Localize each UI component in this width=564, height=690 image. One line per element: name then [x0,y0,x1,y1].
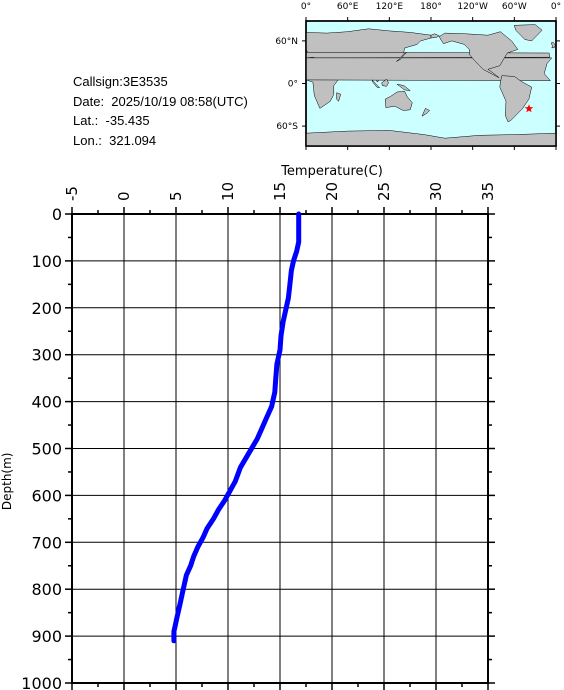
x-tick-label: 35 [479,182,497,201]
y-tick-labels: 0 100 200 300 400 500 600 700 800 900 10… [21,205,62,690]
y-tick-label: 600 [31,486,62,505]
y-tick-label: 400 [31,393,62,412]
y-tick-label: 1000 [21,674,62,690]
latitude-label: Lat.: -35.435 [73,113,150,128]
y-axis-title: Depth(m) [0,453,14,511]
chukotka-landmass [430,33,440,39]
map-lat-label: 0° [288,80,298,90]
greenland-landmass [513,24,543,42]
australia-landmass [384,91,413,111]
x-tick-labels: -5 0 5 10 15 20 25 30 35 [63,182,497,201]
x-tick-label: 10 [219,182,237,201]
star-icon [524,104,534,113]
map-land [305,24,557,147]
y-tick-label: 100 [31,252,62,271]
temperature-profile-line [171,211,302,644]
new-zealand-landmass [421,108,431,117]
chart-grid [71,213,489,684]
map-lon-label: 120°E [376,2,404,12]
borneo-landmass [381,78,389,87]
x-tick-label: 30 [427,182,445,201]
map-lon-label: 0° [551,2,561,12]
y-tick-label: 900 [31,627,62,646]
x-tick-label: -5 [63,186,81,201]
longitude-label: Lon.: 321.094 [73,132,157,148]
map-lon-label: 120°W [457,2,488,12]
y-tick-label: 800 [31,580,62,599]
south-america-landmass [499,75,532,123]
station-info: Callsign:3E3535 Date: 2025/10/19 08:58(U… [73,72,248,150]
axis-ticks [65,207,495,690]
x-axis-title: Temperature(C) [280,164,383,179]
x-tick-label: 25 [375,182,393,201]
callsign-label: Callsign:3E3535 [73,74,168,89]
y-tick-label: 700 [31,533,62,552]
map-lat-label: 60°S [276,122,298,132]
x-tick-label: 5 [167,191,185,201]
map-lon-label: 180° [420,2,442,12]
x-tick-label: 0 [115,191,133,201]
x-tick-label: 15 [271,182,289,201]
map-latitude-labels: 60°N 0° 60°S [275,37,298,132]
location-map: 0° 60°E 120°E 180° 120°W 60°W 0° 60°N 0°… [275,2,561,150]
date-label: Date: 2025/10/19 08:58(UTC) [73,93,248,109]
japan-landmass [396,52,407,62]
sumatra-landmass [371,79,381,89]
y-tick-label: 300 [31,346,62,365]
map-lat-label: 60°N [275,37,298,47]
britain-landmass [550,42,556,49]
north-america-landmass [438,31,519,79]
map-lon-label: 60°W [502,2,527,12]
x-tick-label: 20 [323,182,341,201]
map-longitude-labels: 0° 60°E 120°E 180° 120°W 60°W 0° [301,2,561,12]
map-frame [302,17,560,150]
map-lon-label: 0° [301,2,311,12]
map-lon-label: 60°E [337,2,359,12]
madagascar-landmass [336,92,342,102]
y-tick-label: 200 [31,299,62,318]
y-tick-label: 500 [31,440,62,459]
y-tick-label: 0 [52,205,62,224]
new-guinea-landmass [396,83,412,91]
